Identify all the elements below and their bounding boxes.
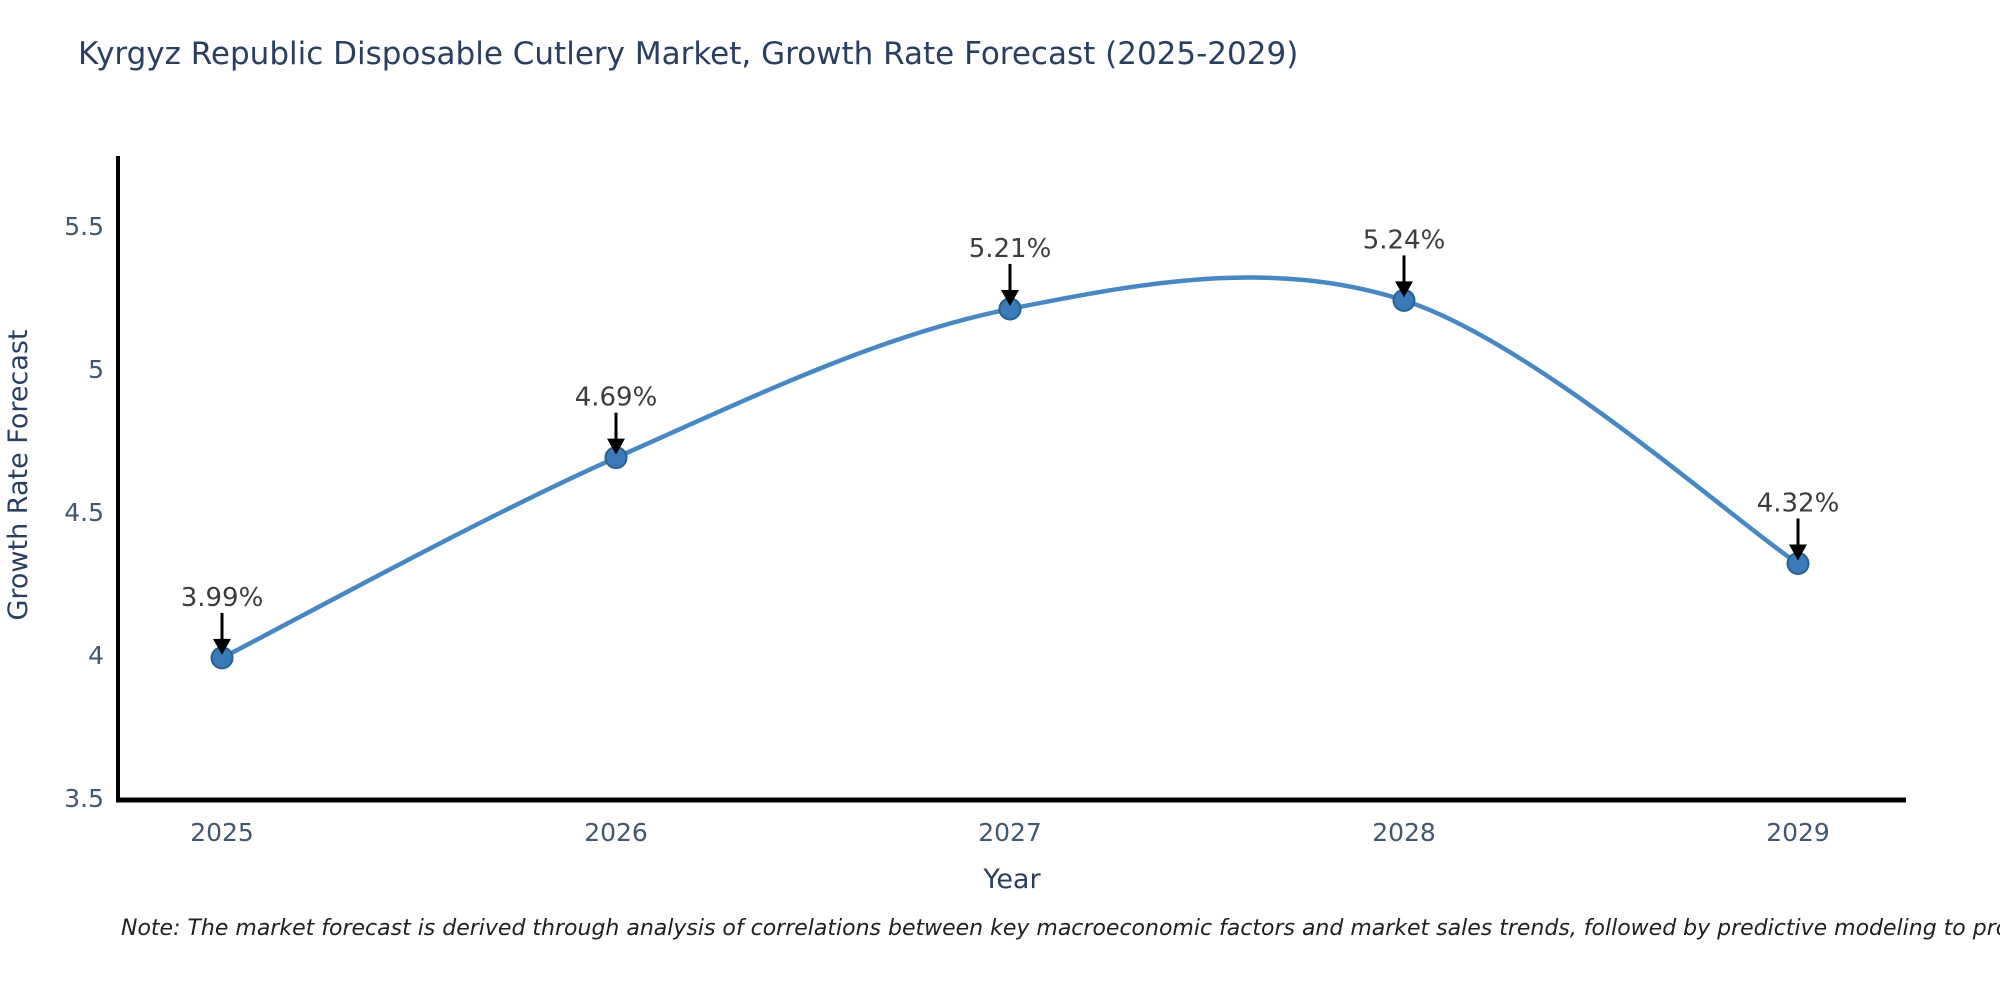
annotation-arrowhead-icon (213, 638, 231, 655)
data-label: 5.24% (1363, 225, 1446, 255)
x-tick-label: 2029 (1766, 818, 1830, 847)
y-tick-label: 5 (88, 355, 104, 384)
annotation-arrowhead-icon (1789, 544, 1807, 561)
data-label: 5.21% (969, 234, 1052, 264)
data-label: 4.32% (1757, 488, 1840, 518)
data-label: 4.69% (575, 383, 658, 413)
annotation-arrowhead-icon (1001, 289, 1019, 306)
chart-title: Kyrgyz Republic Disposable Cutlery Marke… (78, 36, 1299, 72)
annotation-arrowhead-icon (1395, 281, 1413, 298)
x-tick-label: 2027 (978, 818, 1042, 847)
data-label: 3.99% (181, 583, 264, 613)
x-tick-label: 2028 (1372, 818, 1436, 847)
x-tick-label: 2025 (190, 818, 254, 847)
annotation-arrowhead-icon (607, 438, 625, 455)
y-tick-label: 4.5 (64, 498, 104, 527)
x-axis-title: Year (982, 864, 1041, 895)
forecast-line (219, 275, 1801, 661)
x-tick-label: 2026 (584, 818, 648, 847)
y-tick-label: 4 (88, 641, 104, 670)
y-tick-label: 3.5 (64, 784, 104, 813)
footnote: Note: The market forecast is derived thr… (121, 916, 2000, 941)
y-tick-label: 5.5 (64, 212, 104, 241)
y-axis-title: Growth Rate Forecast (3, 329, 34, 620)
